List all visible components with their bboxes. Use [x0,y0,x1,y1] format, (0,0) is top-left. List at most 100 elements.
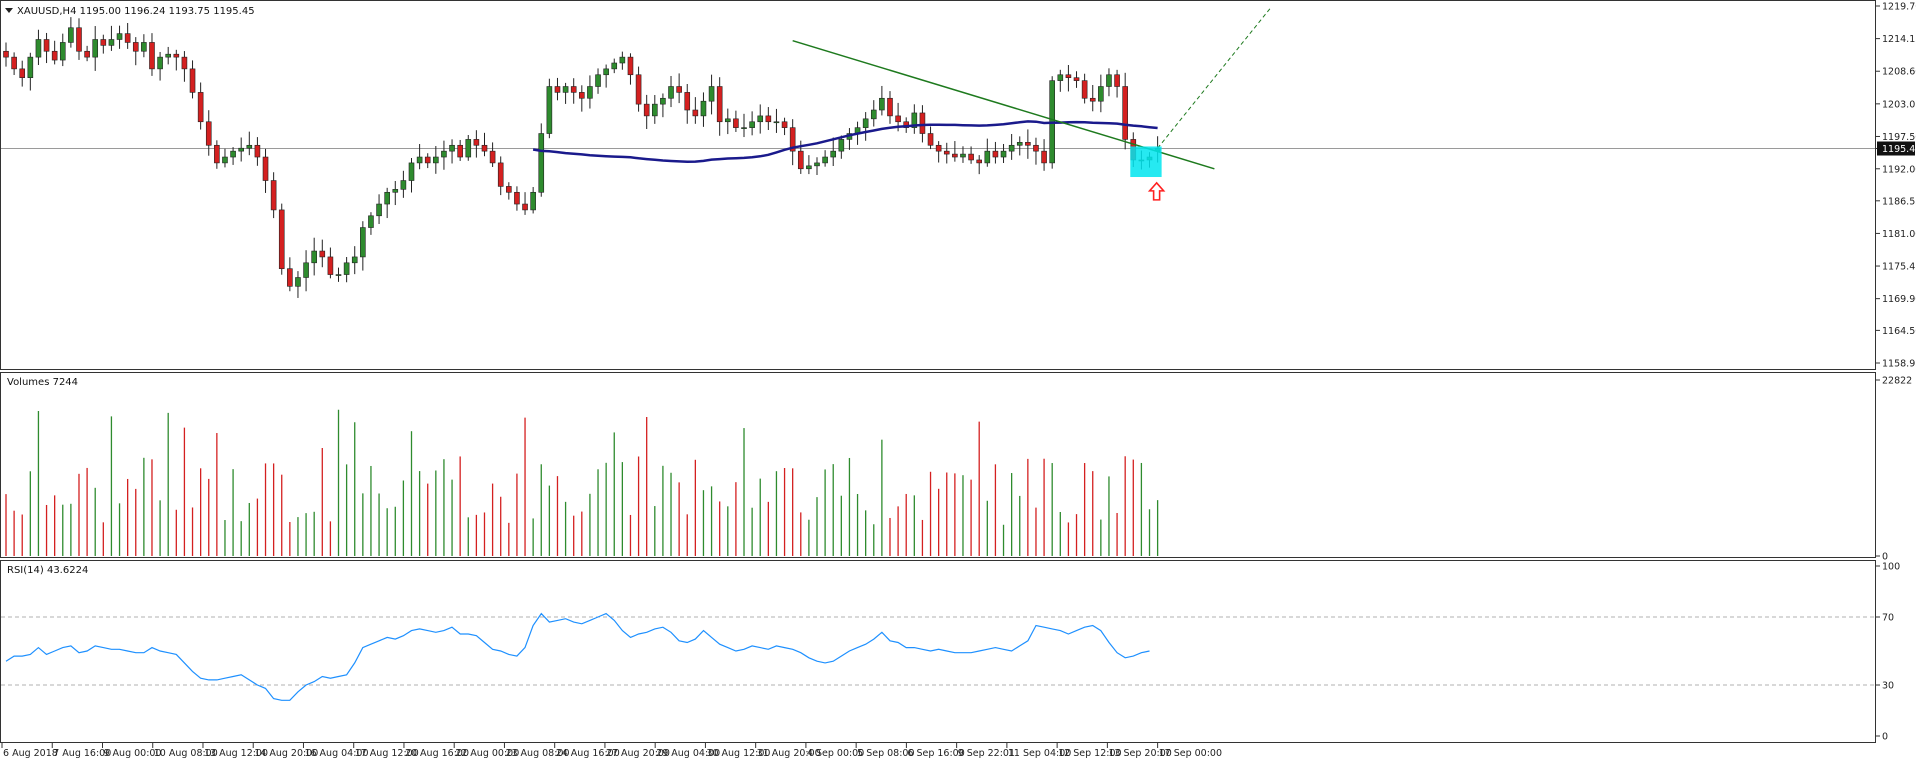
candle-body [1025,142,1031,146]
rsi-panel-frame [0,560,1876,743]
candle-body [554,86,561,93]
candle-body [424,156,431,164]
candle-body [124,33,131,43]
candle-body [781,121,788,128]
candle-body [51,50,58,61]
time-tick-label: 11 Sep 04:00 [1008,748,1071,759]
candle-body [108,39,115,46]
candle-body [433,156,439,164]
time-tick-label: 29 Aug 04:00 [656,748,720,759]
candle-body [506,186,512,193]
time-tick-label: 7 Aug 16:00 [53,748,111,759]
candle-body [797,150,804,170]
candle-body [870,109,877,120]
candle-body [911,112,918,128]
time-tick-label: 13 Aug 12:00 [204,748,268,759]
candle-body [814,162,820,167]
time-tick-label: 24 Aug 16:00 [556,748,620,759]
candle-body [84,50,90,58]
candle-body [960,153,966,158]
candle-body [562,86,569,93]
candle-body [465,139,472,158]
candle-body [976,159,983,164]
rsi-line [5,612,1150,701]
time-tick-label: 22 Aug 00:00 [455,748,519,759]
candle-body [165,53,171,58]
rsi-panel [1,612,1875,701]
candle-body [879,97,885,111]
candle-body [984,150,991,164]
candle-body [700,100,707,117]
candle-body [773,121,780,124]
candle-body [278,209,285,269]
price-tick-label: 1219.70 [1882,2,1916,13]
time-tick-label: 31 Aug 20:00 [757,748,821,759]
candle-body [692,109,699,117]
time-tick-label: 16 Aug 04:00 [304,748,368,759]
candle-body [992,150,999,158]
candle-body [927,133,934,146]
candle-body [1073,77,1080,81]
time-tick-label: 10 Aug 08:00 [154,748,218,759]
candle-body [351,256,358,264]
candle-body [222,156,228,164]
candle-body [189,68,196,93]
volume-tick-label: 22822 [1882,376,1912,387]
candle-body [360,227,366,258]
candle-body [943,150,950,155]
symbol-dropdown-icon[interactable] [5,8,13,13]
candle-body [457,144,463,158]
candle-body [595,74,601,87]
candle-body [765,115,772,123]
volume-tick-label: 0 [1882,552,1888,563]
price-tick-label: 1197.50 [1882,132,1916,143]
candle-body [935,144,942,152]
candle-body [708,86,715,102]
candle-body [733,118,739,128]
highlight-zone [1130,146,1162,178]
price-tick-label: 1164.50 [1882,326,1916,337]
candle-body [35,39,42,58]
candle-body [197,92,204,123]
candle-body [724,118,731,123]
time-tick-label: 30 Aug 12:00 [706,748,770,759]
candle-body [822,156,828,164]
candle-body [392,189,399,193]
time-tick-label: 23 Aug 08:00 [505,748,569,759]
candle-body [449,144,455,152]
candle-body [757,115,764,123]
candle-body [887,97,893,117]
moving-average-line [532,120,1158,163]
candle-body [384,191,390,205]
time-tick-label: 12 Sep 12:00 [1058,748,1121,759]
candle-body [1098,86,1104,102]
candle-body [43,39,50,52]
price-panel [1,6,1875,298]
candle-body [579,92,585,99]
rsi-tick-label: 70 [1882,613,1894,624]
candle-body [76,27,82,52]
candle-body [327,256,334,275]
time-tick-label: 14 Aug 20:00 [254,748,318,759]
price-tick-label: 1203.05 [1882,99,1916,110]
candle-body [335,274,342,276]
candle-body [635,74,642,105]
candle-body [400,180,407,190]
candle-body [676,86,682,93]
price-tick-label: 1192.00 [1882,164,1916,175]
price-tick-label: 1186.55 [1882,196,1916,207]
candle-body [741,127,747,129]
candle-body [538,133,545,193]
candle-body [570,86,577,93]
candle-body [481,144,488,152]
main-panel-frame [0,0,1876,370]
candle-body [441,150,447,158]
candle-body [416,156,423,164]
time-tick-label: 6 Sep 16:00 [907,748,964,759]
candle-body [1089,97,1096,102]
candle-body [1008,144,1015,152]
current-price-tag [1877,141,1915,156]
candle-body [254,144,261,158]
time-tick-label: 13 Sep 20:00 [1108,748,1171,759]
